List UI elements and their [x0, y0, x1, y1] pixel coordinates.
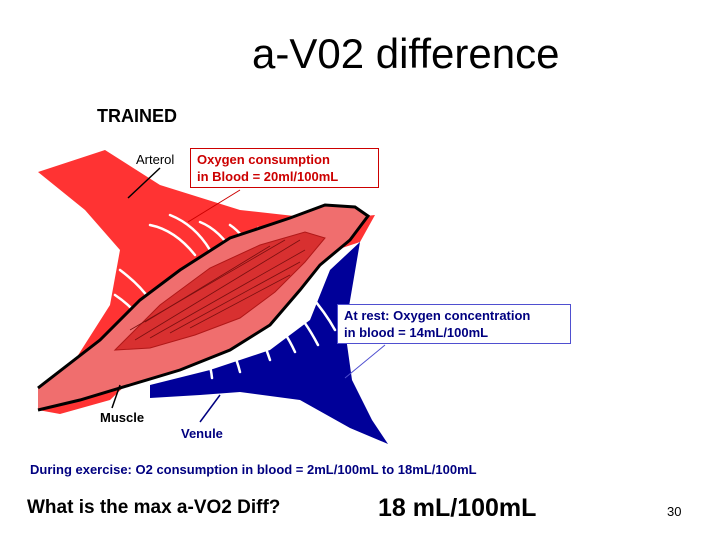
- muscle-label: Muscle: [100, 410, 145, 425]
- slide-title: a-V02 difference: [252, 30, 560, 77]
- venule-leader-line: [199, 394, 221, 423]
- muscle-fiber-lines: [129, 239, 306, 341]
- vein-shape: [150, 242, 388, 444]
- venous-callout-line2: in blood = 14mL/100mL: [344, 325, 489, 340]
- venous-callout: At rest: Oxygen concentration in blood =…: [337, 304, 571, 344]
- blue-callout-leader-line: [344, 344, 386, 379]
- arterial-callout: Oxygen consumption in Blood = 20ml/100mL: [190, 148, 379, 188]
- venous-callout-line1: At rest: Oxygen concentration: [344, 308, 531, 323]
- exercise-note: During exercise: O2 consumption in blood…: [30, 462, 477, 477]
- arterial-callout-line2: in Blood = 20ml/100mL: [197, 169, 339, 184]
- arterol-label: Arterol: [136, 152, 175, 167]
- arterol-leader-line: [127, 167, 161, 199]
- question-text: What is the max a-VO2 Diff?: [27, 497, 281, 518]
- muscle-leader-line: [111, 384, 121, 409]
- red-callout-leader-line: [187, 189, 241, 223]
- page-number: 30: [667, 504, 682, 519]
- diagram-heading: TRAINED: [97, 106, 177, 126]
- arterial-callout-line1: Oxygen consumption: [197, 152, 330, 167]
- venule-label: Venule: [181, 426, 223, 441]
- answer-text: 18 mL/100mL: [378, 494, 537, 522]
